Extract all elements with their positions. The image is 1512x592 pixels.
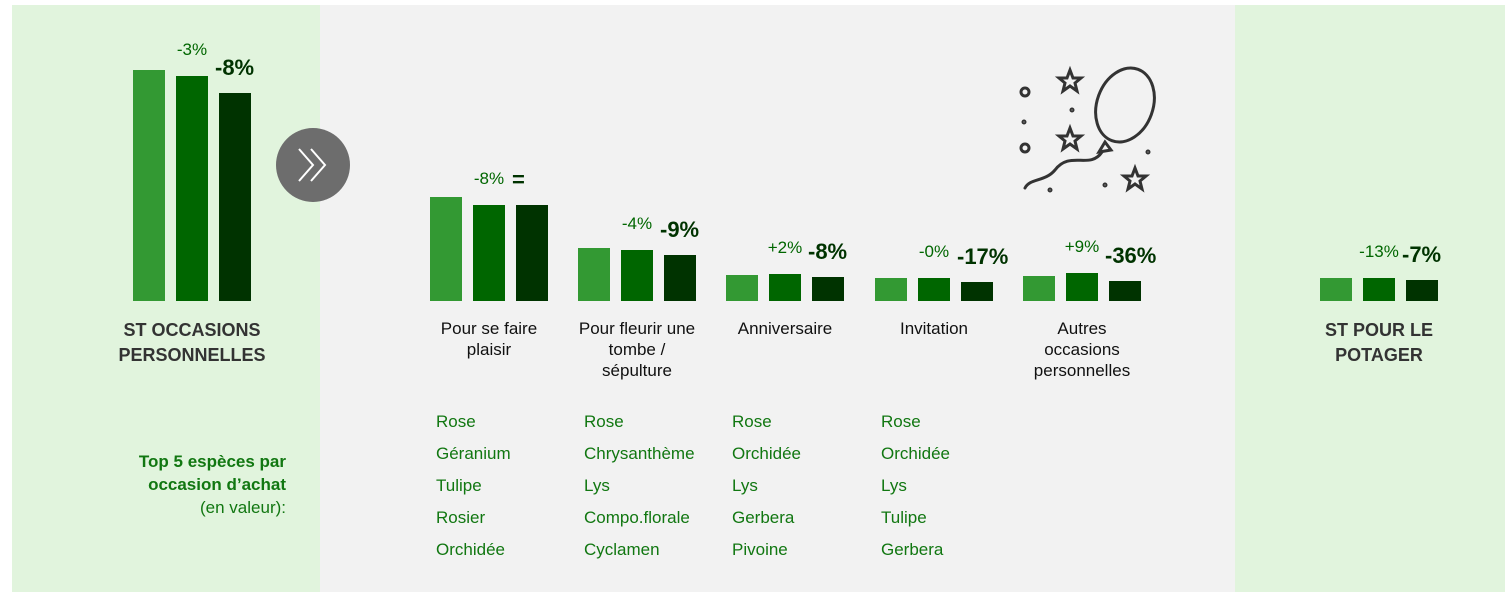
species: Compo.florale: [584, 508, 690, 527]
note: Top 5 espèces par: [138, 452, 286, 471]
balloon-icon: [1019, 65, 1156, 193]
species: Gerbera: [732, 508, 795, 527]
bar: [133, 70, 165, 301]
change-label: -8%: [808, 239, 848, 264]
bar: [578, 248, 610, 301]
note: occasion d’achat: [148, 475, 286, 494]
bar: [1363, 278, 1395, 301]
change-label: =: [512, 167, 525, 192]
species: Rosier: [436, 508, 486, 527]
category-label: tombe /: [608, 340, 666, 359]
bar: [664, 255, 696, 301]
category-label: Invitation: [899, 319, 969, 338]
bar: [1320, 278, 1352, 301]
species: Tulipe: [881, 508, 927, 527]
note: (en valeur):: [200, 498, 286, 517]
category-label: Autres: [1057, 319, 1107, 338]
species: Cyclamen: [584, 540, 660, 559]
bar: [726, 275, 758, 301]
change-label: +9%: [1064, 237, 1100, 256]
species: Orchidée: [732, 444, 801, 463]
category-label: Pour se faire: [440, 319, 538, 338]
category-label: plaisir: [466, 340, 512, 359]
species: Lys: [584, 476, 610, 495]
total-label: PERSONNELLES: [118, 345, 266, 365]
bar: [1023, 276, 1055, 301]
change-label: -8%: [473, 169, 505, 188]
bar: [812, 277, 844, 301]
change-label: -3%: [176, 40, 208, 59]
total-label: ST POUR LE: [1324, 320, 1433, 340]
category-label: personnelles: [1033, 361, 1131, 380]
arrow-icon: [276, 128, 350, 202]
change-label: -17%: [957, 244, 1009, 269]
species: Chrysanthème: [584, 444, 695, 463]
bar: [769, 274, 801, 301]
category-label: occasions: [1044, 340, 1120, 359]
total-label: POTAGER: [1335, 345, 1423, 365]
bar: [473, 205, 505, 301]
change-label: -36%: [1105, 243, 1157, 268]
species: Rose: [881, 412, 921, 431]
species: Rose: [436, 412, 476, 431]
category-label: sépulture: [602, 361, 672, 380]
bar: [430, 197, 462, 301]
total-label: ST OCCASIONS: [123, 320, 261, 340]
category-label: Pour fleurir une: [578, 319, 696, 338]
bar: [176, 76, 208, 301]
species: Orchidée: [436, 540, 505, 559]
category-label: Anniversaire: [737, 319, 833, 338]
species: Rose: [584, 412, 624, 431]
bar: [875, 278, 907, 301]
change-label: +2%: [767, 238, 803, 257]
species: Lys: [881, 476, 907, 495]
bar: [219, 93, 251, 301]
change-label: -4%: [621, 214, 653, 233]
bar: [621, 250, 653, 301]
bar: [961, 282, 993, 301]
bar: [918, 278, 950, 301]
species: Orchidée: [881, 444, 950, 463]
change-label: -13%: [1359, 242, 1399, 261]
change-label: -9%: [660, 217, 700, 242]
species: Pivoine: [732, 540, 788, 559]
bar: [516, 205, 548, 301]
change-label: -8%: [215, 55, 255, 80]
bar: [1109, 281, 1141, 301]
species: Lys: [732, 476, 758, 495]
bar: [1066, 273, 1098, 301]
species: Tulipe: [436, 476, 482, 495]
change-label: -0%: [918, 242, 950, 261]
species: Gerbera: [881, 540, 944, 559]
species: Géranium: [436, 444, 511, 463]
bar: [1406, 280, 1438, 301]
species: Rose: [732, 412, 772, 431]
left-panel: [12, 5, 320, 592]
change-label: -7%: [1402, 242, 1442, 267]
